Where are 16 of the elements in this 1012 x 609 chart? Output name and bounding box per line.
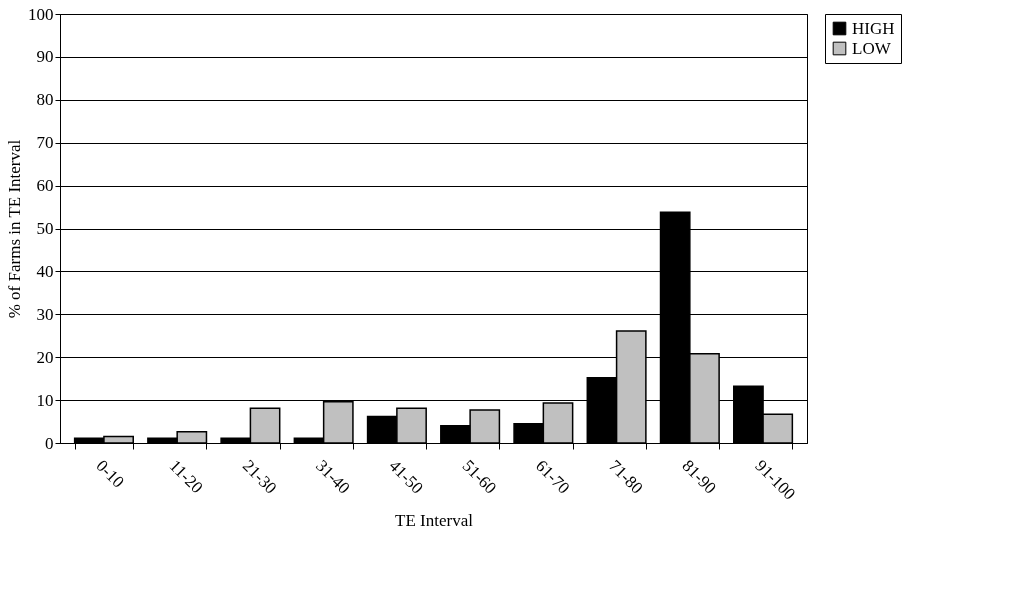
legend-label: HIGH bbox=[852, 18, 895, 38]
y-tick-label: 10 bbox=[36, 390, 54, 410]
legend-label: LOW bbox=[852, 38, 892, 58]
y-tick-label: 50 bbox=[36, 219, 54, 238]
x-tick-label: 0-10 bbox=[92, 456, 128, 492]
x-axis-title: TE Interval bbox=[395, 510, 474, 530]
y-tick-label: 30 bbox=[36, 304, 54, 324]
y-tick-label: 60 bbox=[36, 176, 54, 196]
y-tick-label: 80 bbox=[36, 90, 54, 110]
y-tick-label: 70 bbox=[36, 133, 54, 153]
y-tick-label: 20 bbox=[36, 347, 54, 367]
y-tick-label: 0 bbox=[45, 433, 54, 453]
y-axis-title: % of Farms in TE Interval bbox=[5, 139, 24, 319]
y-tick-label: 90 bbox=[36, 47, 54, 67]
y-tick-label: 40 bbox=[36, 261, 54, 281]
y-tick-label: 100 bbox=[28, 4, 54, 24]
